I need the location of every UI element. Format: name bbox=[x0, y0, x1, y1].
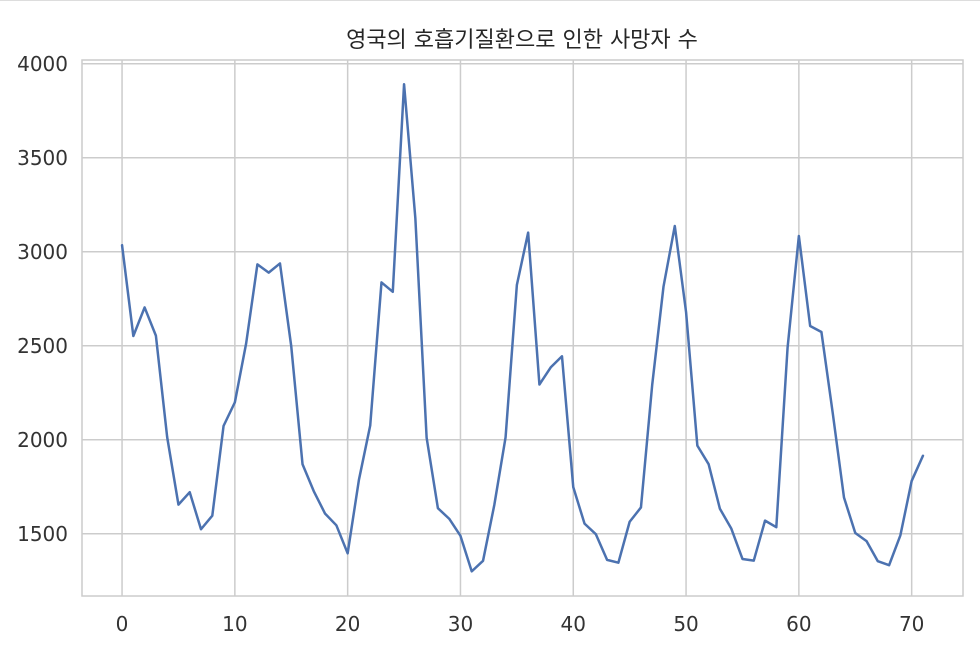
x-tick-label: 70 bbox=[899, 612, 924, 636]
x-tick-label: 50 bbox=[673, 612, 698, 636]
plot-area-frame bbox=[81, 59, 964, 597]
x-tick-label: 30 bbox=[448, 612, 473, 636]
x-tick-label: 20 bbox=[335, 612, 360, 636]
y-tick-label: 3500 bbox=[17, 146, 68, 170]
series-line-0 bbox=[120, 83, 925, 573]
y-axis-ticks: 1500 2000 2500 3000 3500 4000 bbox=[17, 52, 68, 546]
series-layer bbox=[120, 83, 925, 573]
y-tick-label: 1500 bbox=[17, 522, 68, 546]
grid-lines bbox=[82, 60, 963, 596]
x-tick-label: 60 bbox=[786, 612, 811, 636]
chart-title: 영국의 호흡기질환으로 인한 사망자 수 bbox=[346, 28, 698, 53]
y-tick-label: 2000 bbox=[17, 428, 68, 452]
x-axis-ticks: 0 10 20 30 40 50 60 70 bbox=[116, 612, 925, 636]
y-tick-label: 2500 bbox=[17, 334, 68, 358]
x-tick-label: 40 bbox=[561, 612, 586, 636]
y-tick-label: 3000 bbox=[17, 240, 68, 264]
y-tick-label: 4000 bbox=[17, 52, 68, 76]
x-tick-label: 10 bbox=[222, 612, 247, 636]
x-tick-label: 0 bbox=[116, 612, 129, 636]
